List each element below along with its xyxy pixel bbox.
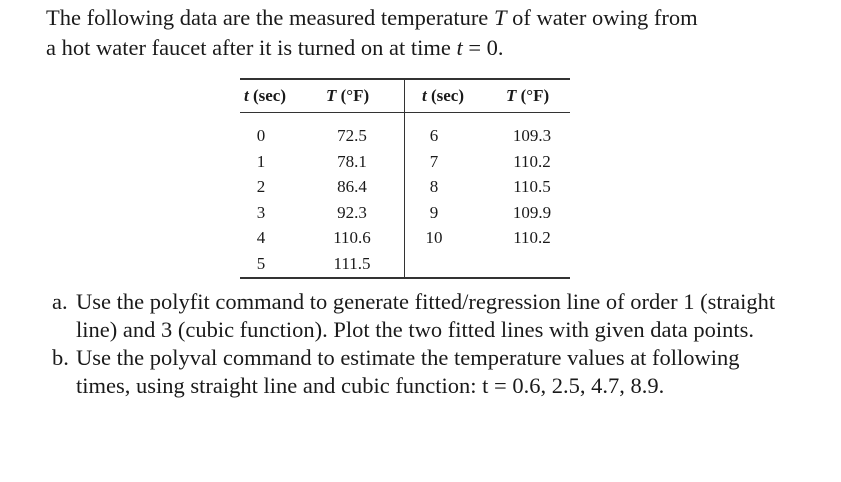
table-bottom-rule — [240, 277, 570, 279]
table-cell: 4 — [256, 228, 266, 247]
question-line: Use the polyval command to estimate the … — [76, 345, 740, 370]
header-temp-left: T (°F) — [326, 86, 369, 106]
table-cell: 111.5 — [333, 253, 371, 273]
table-cell: 6 — [429, 126, 439, 145]
table-column-separator — [404, 78, 405, 278]
question-a: a. Use the polyfit command to generate f… — [52, 288, 832, 344]
header-var: t — [244, 86, 249, 105]
table-cell: 86.4 — [337, 177, 367, 196]
question-line: Use the polyfit command to generate fitt… — [76, 289, 776, 314]
table-cell: 0 — [256, 126, 266, 145]
intro-line-1: The following data are the measured temp… — [46, 3, 826, 33]
column-temp-right: 109.3 110.2 110.5 109.9 110.2 — [506, 123, 558, 251]
question-line: line) and 3 (cubic function). Plot the t… — [76, 317, 754, 342]
header-unit: (°F) — [336, 86, 370, 105]
intro-text: The following data are the measured temp… — [46, 5, 494, 30]
column-time-right: 6 7 8 9 10 — [420, 123, 448, 251]
header-unit: (°F) — [516, 86, 550, 105]
header-var: T — [326, 86, 337, 105]
table-top-rule — [240, 78, 570, 80]
table-cell: 110.6 — [333, 228, 371, 247]
variable-t: t — [456, 35, 463, 60]
table-cell: 110.2 — [513, 228, 551, 247]
table-cell: 10 — [425, 228, 443, 247]
intro-text: = 0. — [462, 35, 504, 60]
header-time-left: t (sec) — [244, 86, 286, 106]
header-temp-right: T (°F) — [506, 86, 549, 106]
table-cell: 1 — [256, 151, 266, 171]
table-cell: 78.1 — [337, 151, 367, 171]
table-cell: 92.3 — [337, 202, 367, 222]
intro-text: a hot water faucet after it is turned on… — [46, 35, 457, 60]
table-cell: 8 — [429, 177, 439, 196]
table-cell: 2 — [256, 177, 266, 196]
header-var: t — [422, 86, 427, 105]
question-text: Use the polyfit command to generate fitt… — [76, 288, 832, 344]
header-unit: (sec) — [248, 86, 287, 105]
question-label: b. — [52, 345, 69, 370]
header-time-right: t (sec) — [422, 86, 464, 106]
question-list: a. Use the polyfit command to generate f… — [52, 288, 832, 400]
table-cell: 109.9 — [512, 202, 552, 222]
variable-T: T — [493, 5, 507, 30]
temperature-data-table: t (sec) T (°F) t (sec) T (°F) 0 1 2 3 4 … — [240, 78, 570, 279]
table-cell: 5 — [256, 253, 266, 273]
table-cell: 110.5 — [513, 177, 551, 196]
table-cell: 110.2 — [513, 151, 551, 171]
table-cell: 3 — [256, 202, 266, 222]
question-b: b. Use the polyval command to estimate t… — [52, 344, 832, 400]
table-header-rule — [240, 112, 570, 113]
column-time-left: 0 1 2 3 4 5 — [250, 123, 272, 276]
table-cell: 109.3 — [512, 126, 552, 145]
question-text: Use the polyval command to estimate the … — [76, 344, 832, 400]
problem-intro: The following data are the measured temp… — [46, 3, 826, 63]
question-label: a. — [52, 289, 68, 314]
intro-line-2: a hot water faucet after it is turned on… — [46, 33, 826, 63]
table-cell: 9 — [429, 202, 439, 222]
header-unit: (sec) — [426, 86, 465, 105]
table-cell: 7 — [429, 151, 439, 171]
question-line: times, using straight line and cubic fun… — [76, 373, 665, 398]
table-cell: 72.5 — [337, 126, 367, 145]
header-var: T — [506, 86, 517, 105]
column-temp-left: 72.5 78.1 86.4 92.3 110.6 111.5 — [326, 123, 378, 276]
intro-text: of water owing from — [506, 5, 698, 30]
